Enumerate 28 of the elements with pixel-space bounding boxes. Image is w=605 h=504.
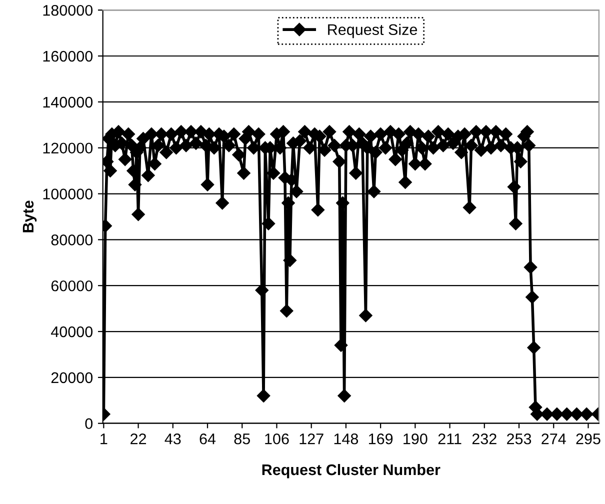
x-tick-label: 64	[200, 433, 216, 444]
y-tick-label: 120000	[43, 142, 93, 154]
x-tick-label: 148	[334, 433, 358, 444]
x-axis-title: Request Cluster Number	[262, 464, 440, 478]
x-tick-label: 190	[404, 433, 428, 444]
y-tick-label: 140000	[43, 96, 93, 108]
y-tick-label: 40000	[51, 326, 93, 338]
x-tick-label: 106	[265, 433, 289, 444]
x-tick-label: 169	[368, 433, 393, 444]
y-axis-title: Byte	[22, 200, 37, 232]
x-tick-label: 211	[438, 433, 462, 444]
x-tick-label: 43	[164, 433, 181, 444]
x-tick-label: 127	[300, 433, 324, 444]
x-tick-label: 274	[542, 433, 566, 444]
y-tick-label: 160000	[43, 50, 93, 62]
y-tick-label: 100000	[43, 188, 93, 200]
legend-label: Request Size	[328, 24, 418, 38]
y-tick-label: 0	[85, 418, 93, 430]
x-tick-label: 1	[100, 434, 108, 444]
x-tick-label: 22	[130, 433, 146, 444]
x-tick-label: 85	[234, 433, 250, 444]
y-tick-label: 80000	[51, 234, 93, 246]
y-tick-label: 180000	[43, 4, 93, 16]
x-tick-label: 253	[507, 433, 532, 444]
x-tick-label: 295	[576, 433, 600, 444]
x-tick-label: 232	[472, 433, 496, 444]
y-tick-label: 60000	[51, 280, 93, 292]
y-tick-label: 20000	[51, 372, 93, 384]
